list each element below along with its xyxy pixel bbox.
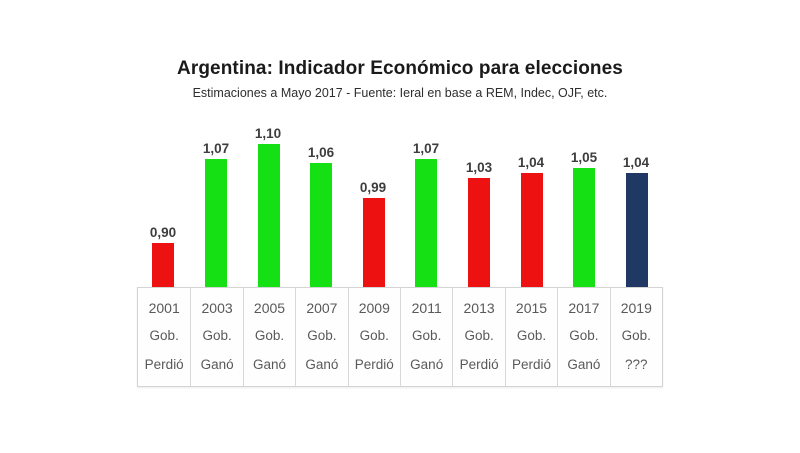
- outcome-label: Ganó: [567, 356, 601, 372]
- year-cell-2005: 2005 Gob. Ganó: [242, 288, 295, 386]
- bar-value-label-2015: 1,04: [517, 155, 545, 170]
- outcome-label: Perdió: [511, 356, 551, 372]
- outcome-label: Ganó: [410, 356, 444, 372]
- gob-label: Gob.: [569, 328, 599, 344]
- year-cell-2015: 2015 Gob. Perdió: [504, 288, 557, 386]
- bar-value-label-2005: 1,10: [254, 126, 282, 141]
- gob-label: Gob.: [307, 328, 337, 344]
- bar-2019: [626, 173, 648, 287]
- gob-label: Gob.: [254, 328, 285, 344]
- year-cell-2013: 2013 Gob. Perdió: [452, 288, 504, 386]
- bar-value-label-2001: 0,90: [149, 225, 177, 240]
- year-cell-2007: 2007 Gob. Ganó: [295, 288, 347, 386]
- year-label: 2019: [620, 300, 652, 317]
- year-label: 2017: [568, 300, 600, 317]
- bar-value-label-2009: 0,99: [359, 180, 387, 195]
- year-cell-2019: 2019 Gob.???: [609, 288, 662, 386]
- year-label: 2009: [358, 300, 390, 317]
- gob-label: Gob.: [149, 328, 179, 344]
- gob-label: Gob.: [516, 328, 547, 344]
- year-label: 2005: [253, 300, 286, 317]
- outcome-label: Ganó: [252, 356, 286, 372]
- gob-label: Gob.: [621, 328, 651, 344]
- outcome-label: Perdió: [144, 356, 184, 372]
- year-cell-2003: 2003 Gob. Ganó: [190, 288, 242, 386]
- outcome-label: Ganó: [200, 356, 234, 372]
- bar-2007: [310, 163, 332, 287]
- year-label: 2015: [515, 300, 548, 317]
- year-cell-2017: 2017 Gob. Ganó: [557, 288, 609, 386]
- outcome-label: ???: [625, 356, 648, 372]
- chart-subtitle: Estimaciones a Mayo 2017 - Fuente: Ieral…: [192, 86, 608, 100]
- year-label: 2001: [148, 300, 180, 317]
- election-indicator-chart: Argentina: Indicador Económico para elec…: [137, 56, 663, 387]
- gob-label: Gob.: [412, 328, 442, 344]
- year-label: 2013: [463, 300, 495, 317]
- bar-value-label-2017: 1,05: [570, 150, 598, 165]
- bar-value-label-2013: 1,03: [465, 160, 493, 175]
- year-label: 2011: [411, 300, 442, 317]
- bar-value-label-2007: 1,06: [307, 145, 335, 160]
- chart-title: Argentina: Indicador Económico para elec…: [177, 58, 623, 79]
- year-label: 2003: [201, 300, 233, 317]
- outcome-label: Perdió: [459, 356, 499, 372]
- year-label: 2007: [306, 300, 338, 317]
- bar-plot-area: 0,90 1,07 1,10 1,06 0,99 1,07 1,03 1,04 1,05 1,04: [137, 119, 663, 287]
- year-cell-2011: 2011 Gob. Ganó: [400, 288, 452, 386]
- year-cell-2001: 2001 Gob. Perdió: [138, 288, 190, 386]
- gob-label: Gob.: [202, 328, 232, 344]
- bar-2001: [152, 243, 174, 287]
- outcome-label: Perdió: [354, 356, 394, 372]
- bar-value-label-2011: 1,07: [412, 141, 440, 156]
- bar-2003: [205, 159, 227, 287]
- bar-value-label-2003: 1,07: [202, 141, 230, 156]
- bar-2005: [258, 144, 280, 287]
- bar-2009: [363, 198, 385, 287]
- year-cell-2009: 2009 Gob. Perdió: [347, 288, 400, 386]
- outcome-label: Ganó: [305, 356, 339, 372]
- bar-value-label-2019: 1,04: [622, 155, 650, 170]
- bar-2011: [415, 159, 437, 287]
- gob-label: Gob.: [464, 328, 494, 344]
- bar-2013: [468, 178, 490, 287]
- year-outcome-table: 2001 Gob. Perdió 2003 Gob. Ganó 2005 Gob. Ganó 20…: [137, 287, 663, 387]
- bar-2017: [573, 168, 595, 287]
- gob-label: Gob.: [359, 328, 389, 344]
- bar-2015: [521, 173, 543, 287]
